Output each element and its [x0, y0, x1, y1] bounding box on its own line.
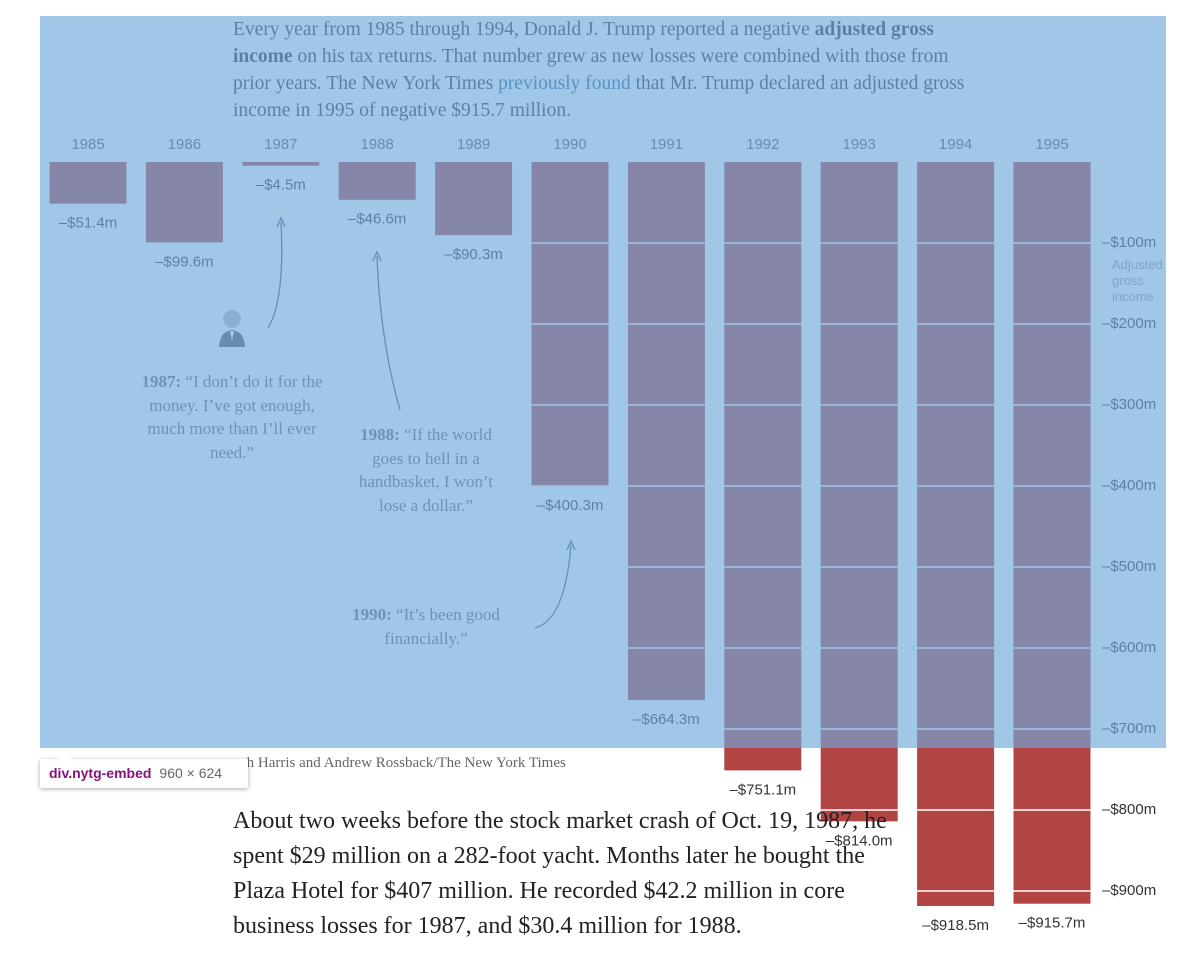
body-line: About two weeks before the stock market … [233, 808, 887, 834]
bar [724, 162, 802, 771]
body-line: spent $29 million on a 282-foot yacht. M… [233, 843, 865, 869]
annotation-year: 1988: [360, 425, 400, 444]
y-tick-label: –$300m [1102, 396, 1156, 413]
annotation-year: 1990: [352, 605, 392, 624]
value-label: –$814.0m [826, 832, 893, 849]
bar [338, 162, 416, 200]
value-label: –$751.1m [729, 781, 796, 798]
bar [917, 162, 995, 906]
x-tick-label: 1988 [361, 136, 394, 153]
value-label: –$915.7m [1019, 915, 1086, 932]
x-tick-label: 1986 [168, 136, 201, 153]
value-label: –$90.3m [444, 246, 502, 263]
x-tick-label: 1994 [939, 136, 972, 153]
portrait [219, 310, 245, 347]
x-tick-label: 1991 [650, 136, 683, 153]
x-tick-label: 1989 [457, 136, 490, 153]
x-tick-label: 1985 [71, 136, 104, 153]
y-axis-label: Adjusted gross income [1112, 257, 1163, 304]
x-tick-label: 1987 [264, 136, 297, 153]
bar [242, 162, 320, 166]
bar [1013, 162, 1091, 904]
value-label: –$46.6m [348, 211, 406, 228]
annotation-year: 1987: [141, 372, 182, 391]
value-label: –$51.4m [59, 215, 117, 232]
annotation-quote: “It’s been good financially.” [384, 605, 500, 648]
value-label: –$400.3m [537, 497, 604, 514]
y-tick-label: –$500m [1102, 558, 1156, 575]
body-line: Plaza Hotel for $407 million. He recorde… [233, 878, 845, 904]
bar [145, 162, 223, 243]
y-tick-label: –$100m [1102, 234, 1156, 251]
inspector-tooltip: div.nytg-embed 960 × 624 [40, 759, 248, 788]
x-tick-label: 1992 [746, 136, 779, 153]
bar [49, 162, 127, 204]
credit: ch Harris and Andrew Rossback/The New Yo… [240, 755, 566, 771]
y-tick-label: –$800m [1102, 801, 1156, 818]
value-label: –$4.5m [256, 177, 306, 194]
value-label: –$664.3m [633, 711, 700, 728]
bars [49, 162, 1091, 906]
x-tick-label: 1993 [843, 136, 876, 153]
y-tick-label: –$600m [1102, 639, 1156, 656]
tooltip-pointer [58, 752, 72, 759]
y-tick-label: –$200m [1102, 315, 1156, 332]
y-tick-label: –$900m [1102, 882, 1156, 899]
bar [435, 162, 513, 236]
annotation: 1990: “It’s been good financially.” [336, 603, 516, 650]
y-tick-label: –$700m [1102, 720, 1156, 737]
y-tick-label: –$400m [1102, 477, 1156, 494]
value-label: –$918.5m [922, 917, 989, 934]
tooltip-selector: div.nytg-embed [49, 765, 152, 781]
bar [820, 162, 898, 822]
annotation: 1988: “If the world goes to hell in a ha… [346, 423, 506, 517]
x-tick-label: 1990 [553, 136, 586, 153]
tooltip-size: 960 × 624 [159, 765, 223, 781]
body-line: business losses for 1987, and $30.4 mill… [233, 913, 742, 939]
x-tick-label: 1995 [1035, 136, 1068, 153]
annotation: 1987: “I don’t do it for the money. I’ve… [132, 370, 332, 464]
value-label: –$99.6m [155, 254, 213, 271]
